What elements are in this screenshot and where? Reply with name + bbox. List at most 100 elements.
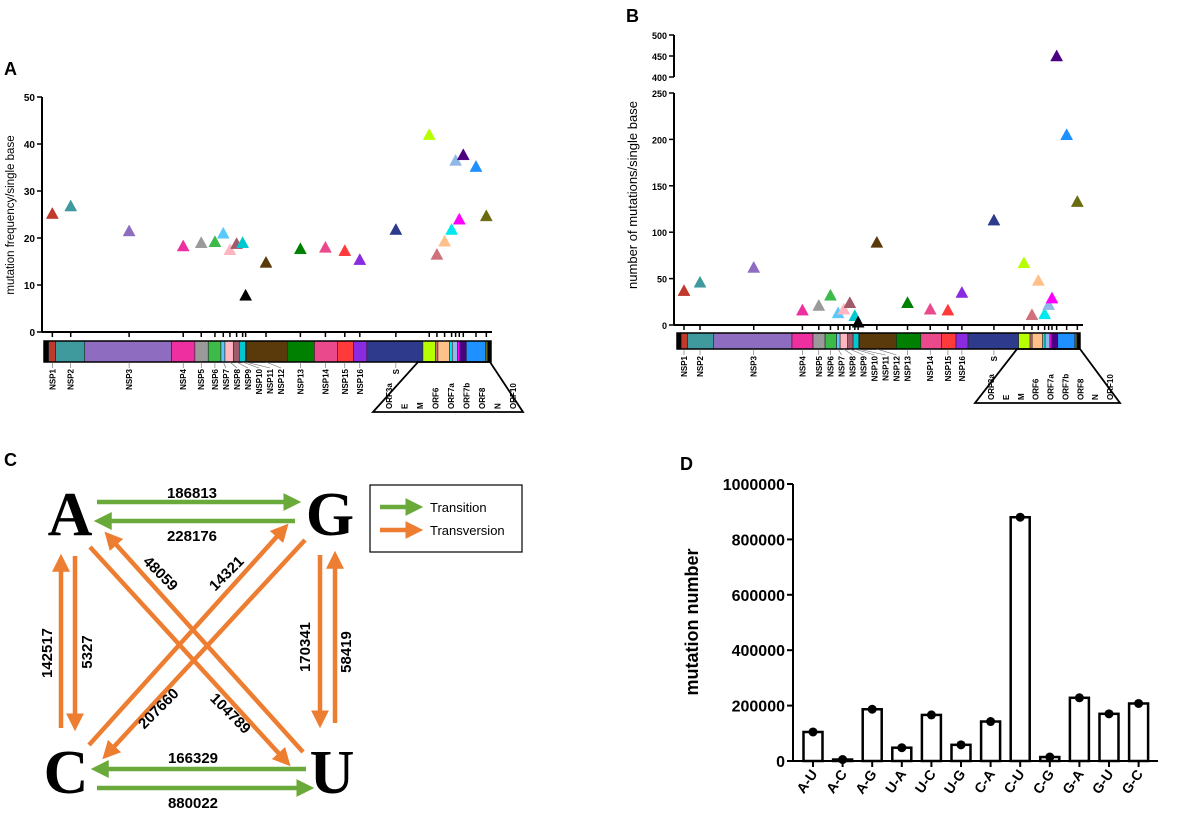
genome-segment — [967, 332, 1019, 350]
genome-segment — [941, 332, 957, 350]
panel-B: 0 50 100 150 200 250 400 450 500 number of mutati… — [625, 31, 1122, 404]
x-tick-label: A-C — [823, 767, 850, 797]
data-point-NSP14 — [923, 302, 937, 315]
data-point-G-U — [1104, 709, 1114, 719]
gene-label: NSP1 — [48, 368, 57, 389]
data-point-U-C — [926, 710, 936, 720]
orf-label: M — [416, 402, 425, 409]
y-tick-label: 50 — [24, 93, 36, 104]
y-tick-label: 600000 — [732, 588, 785, 605]
legend-box — [369, 484, 523, 553]
edge-label-C-U: 880022 — [168, 795, 218, 812]
genome-segment — [422, 340, 436, 363]
nucleotide-U: U — [310, 739, 355, 807]
y-axis-title: mutation frequency/single base — [5, 135, 17, 294]
orf-label: N — [1091, 394, 1100, 400]
data-point-NSP1 — [45, 207, 59, 219]
y-axis-title: mutation number — [682, 549, 702, 696]
x-tick-label: U-A — [882, 767, 909, 797]
legend: Transition Transversion — [369, 484, 523, 553]
genome-segment — [859, 332, 897, 350]
gene-label: NSP14 — [926, 355, 935, 381]
x-tick-label: G-C — [1118, 767, 1146, 797]
gene-label: NSP7 — [222, 368, 231, 389]
bar-C-A — [979, 720, 1002, 763]
genome-segment — [1051, 332, 1059, 350]
bar-G-A — [1068, 696, 1091, 763]
genome-segment — [1031, 332, 1043, 350]
data-point-NSP15 — [338, 244, 352, 256]
gene-label: NSP6 — [211, 368, 220, 389]
data-point-N — [469, 160, 483, 172]
gene-label: NSP9 — [859, 355, 868, 376]
bar-G-C — [1127, 702, 1150, 763]
bar-U-C — [920, 713, 943, 763]
orf-label: ORF7b — [463, 383, 472, 409]
y-tick-label: 0 — [662, 321, 667, 331]
gene-label: NSP5 — [197, 368, 206, 389]
label-leader-line — [265, 361, 282, 369]
data-point-ORF3a — [1017, 256, 1031, 269]
genome-segment — [791, 332, 814, 350]
data-point-NSP9 — [843, 296, 857, 308]
orf-label: ORF8 — [478, 387, 487, 409]
gene-label: NSP9 — [244, 368, 253, 389]
gene-label: S — [990, 355, 999, 361]
genome-segment — [48, 340, 56, 363]
genome-segment — [847, 332, 854, 350]
gene-label: NSP7 — [837, 355, 846, 376]
genome-segment — [337, 340, 354, 363]
orf-label: N — [494, 403, 503, 409]
edge-label-A-C: 5327 — [79, 635, 96, 668]
data-point-ORF8 — [456, 148, 470, 161]
nucleotide-C: C — [44, 739, 89, 807]
data-point-NSP3 — [747, 260, 761, 273]
label-leader-line — [843, 348, 853, 356]
edge-label-U-C: 166329 — [168, 750, 218, 767]
gene-label: NSP11 — [266, 368, 275, 393]
label-leader-line — [854, 348, 875, 356]
orf-inset-outline — [973, 348, 1122, 404]
gene-label: NSP2 — [67, 368, 76, 389]
data-point-N — [1060, 128, 1074, 141]
data-point-ORF6 — [1038, 307, 1052, 320]
genome-segment — [465, 340, 486, 363]
genome-segment — [1018, 332, 1031, 350]
orf-label: ORF7b — [1061, 374, 1070, 400]
data-point-NSP13 — [901, 296, 914, 308]
gene-label: NSP10 — [255, 368, 264, 394]
nucleotide-A: A — [48, 481, 93, 549]
gene-label: NSP4 — [798, 355, 807, 376]
data-point-ORF10 — [479, 209, 493, 222]
edge-label-G-C: 207660 — [135, 685, 182, 732]
gene-label: NSP6 — [826, 355, 835, 376]
label-leader-line — [236, 361, 249, 369]
orf-label: ORF3a — [987, 374, 996, 400]
orf-label: ORF6 — [1032, 378, 1041, 400]
data-point-A-G — [867, 704, 877, 714]
data-point-NSP1 — [677, 284, 691, 296]
orf-label: ORF7a — [447, 383, 456, 409]
arrow-C-G — [87, 523, 289, 747]
orf-label: ORF10 — [509, 383, 518, 409]
gene-label: NSP2 — [696, 355, 705, 376]
gene-label: NSP12 — [277, 368, 286, 394]
gene-label: NSP8 — [233, 368, 242, 389]
y-axis-title: number of mutations/single base — [625, 101, 640, 289]
orf-label: ORF7a — [1047, 374, 1056, 400]
genome-segment — [459, 340, 467, 363]
nucleotide-G: G — [306, 481, 354, 549]
orf-inset-outline — [370, 361, 525, 413]
x-tick-label: C-U — [1000, 767, 1027, 797]
gene-label: NSP13 — [904, 355, 913, 381]
gene-label: NSP16 — [958, 355, 967, 381]
orf-label: E — [401, 403, 410, 409]
x-tick-label: G-A — [1059, 767, 1087, 797]
data-point-NSP16 — [353, 253, 367, 265]
genome-segment — [246, 340, 288, 363]
arrow-A-U — [88, 545, 291, 767]
x-tick-label: U-C — [911, 767, 938, 797]
label-leader-line — [876, 348, 897, 356]
edge-label-A-G: 186813 — [167, 485, 217, 502]
data-point-NSP10 — [236, 236, 250, 248]
